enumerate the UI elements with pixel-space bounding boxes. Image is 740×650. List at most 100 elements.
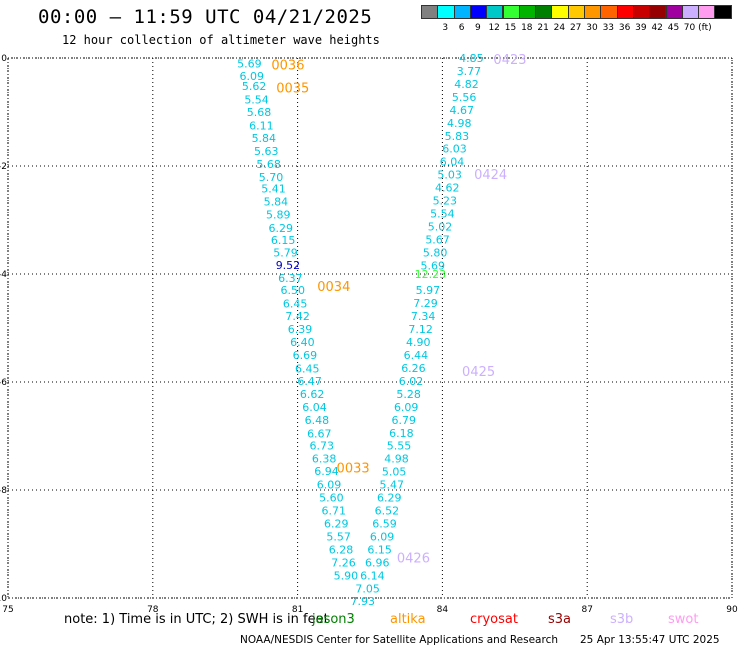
- plot-frame: [7, 57, 733, 599]
- data-point-label: 6.94: [314, 465, 339, 478]
- data-point-label: 5.70: [259, 171, 284, 184]
- data-point-label: 5.47: [379, 479, 404, 492]
- data-point-label: 5.57: [326, 530, 351, 543]
- data-point-label: 4.90: [406, 336, 431, 349]
- data-point-label: 6.09: [317, 479, 342, 492]
- data-point-label: 6.40: [290, 336, 315, 349]
- data-point-label: 6.29: [377, 492, 402, 505]
- x-tick-label: 90: [726, 605, 738, 615]
- data-point-label: 7.12: [408, 323, 433, 336]
- satellite-legend-swot: swot: [668, 612, 699, 627]
- colorbar-label: 33: [602, 23, 615, 33]
- colorbar-label: 42: [651, 23, 663, 33]
- data-point-label: 5.80: [423, 246, 448, 259]
- data-point-label: 7.26: [331, 556, 356, 569]
- data-point-label: 5.69: [420, 259, 445, 272]
- data-point-label: 6.44: [404, 349, 429, 362]
- y-tick-label: -4: [0, 270, 7, 280]
- data-point-label: 4.98: [384, 453, 409, 466]
- data-point-label: 5.03: [437, 169, 462, 182]
- pass-time-label: 0423: [493, 53, 526, 68]
- x-tick-label: 81: [292, 605, 303, 615]
- data-point-label: 6.29: [268, 222, 293, 235]
- colorbar-label: 3: [442, 23, 449, 33]
- data-point-label: 6.50: [281, 284, 306, 297]
- data-point-label: 5.90: [334, 569, 359, 582]
- colorbar-label: 30: [586, 23, 598, 33]
- data-point-label: 6.73: [309, 440, 334, 453]
- data-point-label: 6.09: [239, 70, 264, 83]
- data-point-label: 12.23: [415, 268, 447, 281]
- data-point-label: 6.69: [293, 349, 318, 362]
- data-point-label: 6.39: [288, 323, 313, 336]
- footer-note: note: 1) Time is in UTC; 2) SWH is in fe…: [64, 612, 329, 627]
- y-tick-label: 0: [1, 54, 7, 64]
- data-point-label: 6.67: [307, 427, 332, 440]
- data-point-label: 5.54: [244, 94, 269, 107]
- colorbar-label: 70 (ft): [683, 23, 712, 33]
- data-point-label: 5.79: [273, 246, 298, 259]
- data-point-label: 7.29: [413, 297, 438, 310]
- colorbar-label: 15: [504, 23, 517, 33]
- data-point-label: 5.68: [247, 106, 272, 119]
- data-point-label: 6.59: [372, 517, 397, 530]
- y-tick-label: -2: [0, 162, 7, 172]
- pass-time-label: 0033: [337, 461, 370, 476]
- data-point-label: 6.15: [271, 234, 296, 247]
- data-point-label: 6.04: [440, 156, 465, 169]
- data-point-label: 6.52: [375, 505, 400, 518]
- data-point-label: 6.09: [394, 401, 419, 414]
- colorbar-swatch: [714, 5, 732, 19]
- pass-time-label: 0424: [474, 168, 507, 183]
- data-point-label: 9.52: [276, 259, 301, 272]
- pass-time-label: 0036: [271, 58, 304, 73]
- pass-time-label: 0426: [397, 552, 430, 567]
- pass-time-label: 0425: [462, 365, 495, 380]
- generated-timestamp: 25 Apr 13:55:47 UTC 2025: [580, 634, 720, 646]
- y-tick-label: -6: [0, 378, 7, 388]
- colorbar-label: 18: [521, 23, 533, 33]
- data-point-label: 6.79: [392, 414, 417, 427]
- colorbar-label: 6: [458, 23, 465, 33]
- data-point-label: 5.63: [254, 145, 279, 158]
- data-point-label: 5.62: [242, 80, 267, 93]
- x-tick-label: 84: [437, 605, 449, 615]
- data-point-label: 6.47: [297, 375, 322, 388]
- data-point-label: 6.04: [302, 401, 327, 414]
- x-tick-label: 75: [2, 605, 13, 615]
- data-point-label: 6.45: [295, 363, 320, 376]
- data-point-label: 5.02: [428, 220, 453, 233]
- colorbar-label: 24: [553, 23, 566, 33]
- data-point-label: 5.54: [430, 208, 455, 221]
- data-point-label: 5.89: [266, 209, 291, 222]
- data-point-label: 7.05: [355, 582, 380, 595]
- data-point-label: 5.68: [256, 158, 281, 171]
- data-point-label: 6.37: [278, 272, 303, 285]
- data-point-label: 5.41: [261, 183, 286, 196]
- colorbar-label: 27: [569, 23, 582, 33]
- page-title: 00:00 – 11:59 UTC 04/21/2025: [38, 6, 373, 28]
- data-point-label: 5.69: [237, 57, 262, 70]
- data-point-label: 6.48: [305, 414, 330, 427]
- data-point-label: 4.98: [447, 117, 472, 130]
- colorbar-label: 39: [635, 23, 647, 33]
- pass-time-label: 0035: [276, 82, 309, 97]
- data-point-label: 4.82: [454, 78, 479, 91]
- data-point-label: 5.97: [416, 284, 441, 297]
- data-point-label: 6.03: [442, 143, 467, 156]
- data-point-label: 6.29: [324, 517, 349, 530]
- data-point-label: 5.56: [452, 91, 477, 104]
- data-point-label: 5.28: [396, 388, 421, 401]
- colorbar-label: 45: [667, 23, 680, 33]
- colorbar-label: 12: [488, 23, 500, 33]
- data-point-label: 7.93: [351, 595, 376, 608]
- data-point-label: 5.84: [264, 196, 289, 209]
- data-point-label: 5.55: [387, 440, 412, 453]
- page-subtitle: 12 hour collection of altimeter wave hei…: [62, 33, 380, 47]
- data-point-label: 3.77: [457, 65, 482, 78]
- data-point-label: 4.62: [435, 182, 460, 195]
- colorbar-label: 9: [475, 23, 481, 33]
- data-point-label: 5.23: [433, 195, 458, 208]
- y-tick-label: -10: [0, 594, 7, 604]
